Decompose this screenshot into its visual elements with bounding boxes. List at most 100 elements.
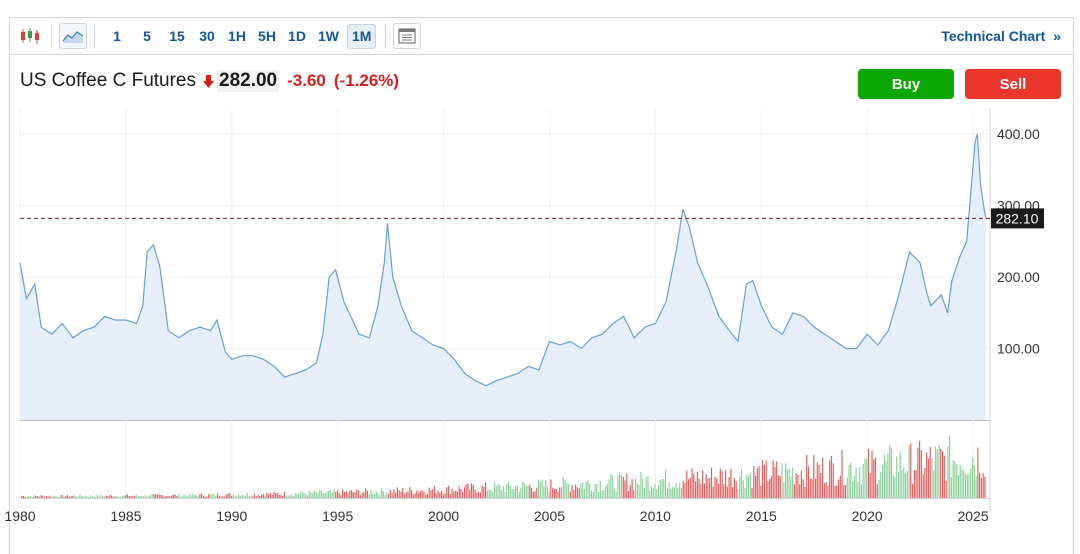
volume-bar	[201, 493, 203, 498]
volume-bar	[827, 486, 829, 498]
volume-bar	[876, 484, 878, 498]
interval-button-1[interactable]: 1	[113, 28, 121, 44]
interval-button-1h[interactable]: 1H	[228, 28, 246, 44]
volume-bar	[241, 495, 243, 498]
volume-bar	[871, 450, 873, 498]
volume-bar	[36, 496, 39, 498]
volume-bar	[225, 494, 227, 498]
volume-bar	[216, 493, 219, 498]
interval-button-15[interactable]: 15	[169, 28, 185, 44]
interval-button-30[interactable]: 30	[199, 28, 215, 44]
volume-bar	[257, 494, 259, 498]
volume-bar	[975, 476, 977, 498]
volume-bar	[862, 464, 864, 498]
volume-bar	[271, 494, 273, 498]
volume-bar	[857, 482, 859, 498]
volume-bar	[395, 492, 397, 498]
volume-bar	[940, 448, 942, 498]
volume-bar	[529, 484, 531, 498]
volume-bar	[89, 495, 92, 498]
volume-bar	[942, 451, 944, 498]
volume-bar	[33, 495, 35, 498]
volume-bar	[45, 496, 47, 498]
volume-bar	[606, 483, 608, 498]
volume-bar	[109, 495, 111, 498]
volume-bar	[913, 470, 915, 498]
volume-bar	[195, 495, 197, 498]
volume-bar	[823, 483, 825, 498]
volume-bar	[560, 487, 563, 498]
volume-bar	[613, 488, 615, 498]
volume-bar	[373, 493, 376, 498]
technical-chart-link[interactable]: Technical Chart »	[941, 28, 1061, 44]
volume-bar	[223, 496, 226, 498]
volume-bar	[190, 495, 192, 498]
chart-widget: 1 5 15 30 1H 5H 1D 1W 1M Technical Chart » US Co…	[9, 17, 1074, 554]
sell-button[interactable]: Sell	[965, 69, 1061, 99]
volume-bar	[675, 482, 677, 498]
volume-bar	[915, 470, 917, 498]
interval-button-1m[interactable]: 1M	[347, 23, 377, 49]
volume-bar	[338, 492, 340, 498]
volume-bar	[24, 496, 26, 498]
volume-bar	[253, 493, 256, 498]
x-tick-label: 2020	[852, 508, 883, 524]
volume-bar	[65, 496, 67, 498]
volume-bar	[897, 472, 900, 498]
volume-bar	[735, 481, 737, 498]
volume-bar	[769, 479, 771, 498]
volume-bar	[192, 493, 194, 498]
volume-bar	[388, 493, 390, 498]
volume-bar	[63, 496, 65, 498]
buy-button[interactable]: Buy	[858, 69, 954, 99]
volume-bar	[894, 477, 896, 498]
volume-bar	[612, 475, 614, 498]
volume-bar	[950, 477, 952, 498]
volume-bar	[112, 496, 114, 498]
volume-bar	[493, 482, 496, 498]
volume-bar	[899, 451, 901, 498]
technical-chart-label: Technical Chart	[941, 28, 1046, 44]
volume-bar	[220, 496, 222, 498]
interval-button-5h[interactable]: 5H	[258, 28, 276, 44]
volume-bar	[488, 489, 490, 498]
volume-bar	[155, 494, 157, 498]
volume-bar	[765, 460, 767, 498]
volume-bar	[691, 468, 693, 498]
volume-bar	[545, 480, 547, 498]
area-chart-icon[interactable]	[59, 23, 87, 49]
price-line	[19, 133, 987, 387]
volume-bar	[643, 488, 645, 498]
interval-button-1d[interactable]: 1D	[288, 28, 306, 44]
volume-bar	[811, 478, 813, 498]
interval-button-1w[interactable]: 1W	[318, 28, 339, 44]
volume-bar	[973, 464, 975, 498]
volume-bar	[171, 495, 173, 498]
volume-bar	[142, 496, 144, 498]
volume-bar	[550, 479, 552, 498]
volume-bar	[481, 485, 483, 498]
volume-bar	[128, 496, 130, 498]
volume-bar	[908, 444, 910, 498]
volume-bar	[518, 491, 520, 498]
volume-bar	[739, 476, 741, 498]
x-tick-label: 2005	[534, 508, 565, 524]
volume-bar	[650, 485, 653, 498]
volume-bar	[285, 495, 287, 498]
volume-bar	[291, 494, 293, 498]
volume-bar	[72, 495, 74, 498]
volume-bar	[538, 479, 540, 498]
volume-bar	[931, 458, 933, 498]
volume-bar	[656, 489, 658, 498]
volume-bar	[737, 488, 739, 498]
volume-bar	[178, 493, 180, 498]
candlestick-icon[interactable]	[16, 23, 44, 49]
volume-bar	[382, 491, 384, 498]
volume-bar	[126, 494, 129, 498]
interval-button-5[interactable]: 5	[143, 28, 151, 44]
volume-bar	[762, 460, 764, 498]
volume-bar	[516, 485, 518, 498]
volume-bar	[238, 494, 240, 498]
indicators-icon[interactable]	[393, 23, 422, 49]
volume-bar	[460, 489, 462, 498]
